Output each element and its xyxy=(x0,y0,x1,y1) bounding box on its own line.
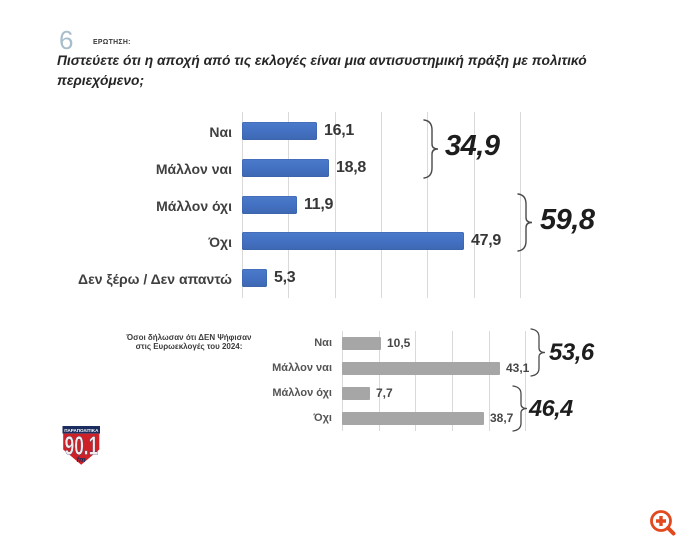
svg-text:fm: fm xyxy=(77,455,86,464)
svg-text:90.1: 90.1 xyxy=(65,431,99,461)
svg-text:ΠΑΡΑΠΟΛΙΤΙΚΑ: ΠΑΡΑΠΟΛΙΤΙΚΑ xyxy=(64,428,99,433)
